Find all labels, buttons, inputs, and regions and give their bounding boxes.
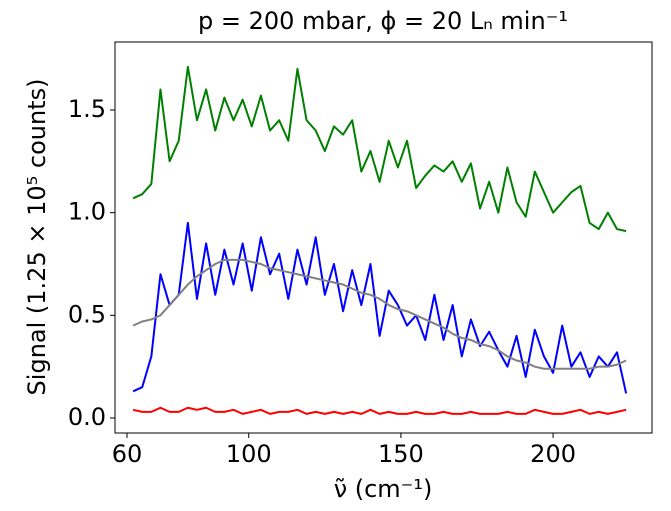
chart-title: p = 200 mbar, ϕ = 20 Lₙ min⁻¹	[198, 7, 568, 35]
x-tick-label: 100	[226, 440, 272, 468]
x-tick-label: 150	[378, 440, 424, 468]
x-tick-label: 200	[530, 440, 576, 468]
plot-frame	[114, 41, 653, 434]
y-tick-label: 1.0	[68, 198, 106, 226]
x-tick-label: 60	[112, 440, 143, 468]
y-tick-label: 0.5	[68, 300, 106, 328]
series-line	[132, 65, 627, 233]
x-axis-label: ν̃ (cm⁻¹)	[334, 475, 433, 503]
series-line	[132, 406, 627, 415]
series-line	[132, 221, 628, 394]
y-tick-label: 0.0	[68, 403, 106, 431]
y-axis-label: Signal (1.25 × 10⁵ counts)	[23, 79, 51, 396]
y-tick-label: 1.5	[68, 95, 106, 123]
series-line	[132, 258, 627, 370]
